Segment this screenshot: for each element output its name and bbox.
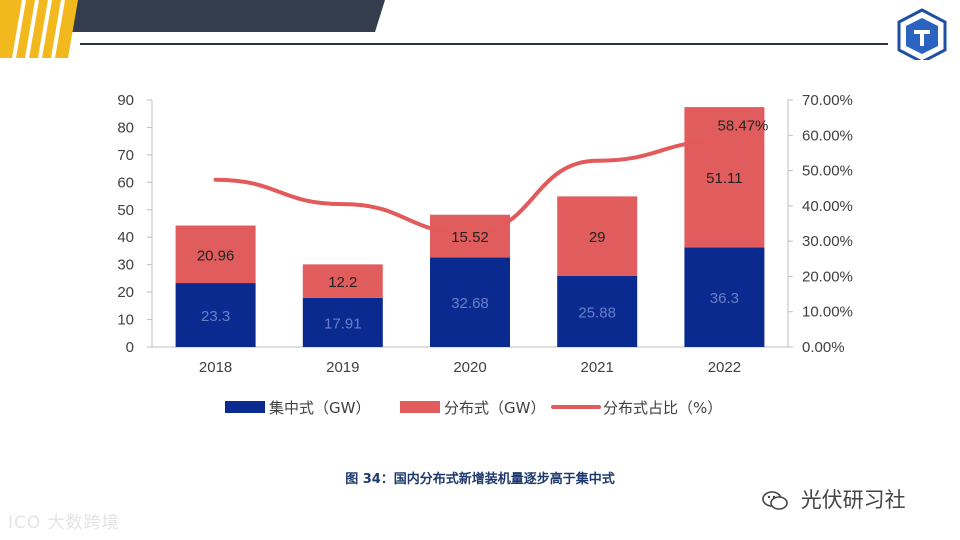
data-label-distributed: 12.2 [328,274,357,291]
y2-tick-label: 70.00% [802,92,853,109]
data-label-centralized: 32.68 [451,295,489,312]
bar-centralized [557,275,638,347]
bar-centralized [175,283,256,347]
x-tick-label: 2022 [708,359,741,376]
legend-label: 分布式（GW） [444,399,545,417]
line-series: 23.3 20.96 17.91 12.2 32.68 15.52 25.88 29 36.3 5… [197,118,769,333]
y-tick-label: 10 [117,312,134,329]
chart: 23.3 20.96 17.91 12.2 32.68 15.52 25.88 29 36.3 5… [117,92,853,417]
y2-tick-label: 20.00% [802,268,853,285]
watermark-left: ICO 大数跨境 [8,508,120,533]
y2-tick-label: 10.00% [802,304,853,321]
figure-caption: 图 34：国内分布式新增装机量逐步高于集中式 [345,472,615,487]
y-tick-label: 60 [117,174,134,191]
header-banner [0,0,385,32]
y-tick-label: 0 [126,339,134,356]
bar-centralized [684,247,765,347]
data-label-distributed: 29 [589,229,606,246]
watermark-right: 光伏研习社 [762,484,906,514]
x-tick-label: 2020 [453,359,486,376]
y-tick-label: 50 [117,202,134,219]
y-tick-label: 80 [117,119,134,136]
data-label-centralized: 36.3 [710,290,739,307]
x-axis: 2018 2019 2020 2021 2022 [199,359,741,376]
data-label-centralized: 25.88 [578,304,616,321]
bar-distributed [684,107,765,248]
y-tick-label: 40 [117,229,134,246]
data-label-distributed: 15.52 [451,229,489,246]
y2-tick-label: 0.00% [802,339,845,356]
bar-distributed [175,225,256,284]
bar-distributed [430,214,510,258]
data-label-centralized: 17.91 [324,315,362,332]
wechat-icon [762,491,788,510]
y2-tick-label: 50.00% [802,163,853,180]
watermark-left-icon: ICO [8,513,42,533]
data-label-distributed: 20.96 [197,247,235,264]
right-axis: 0.00% 10.00% 20.00% 30.00% 40.00% 50.00% 60.00… [788,92,853,356]
watermark-right-text: 光伏研习社 [800,488,906,512]
x-tick-label: 2021 [581,359,614,376]
bar-centralized [430,257,510,347]
logo-icon [897,8,947,60]
y-tick-label: 30 [117,257,134,274]
x-tick-label: 2019 [326,359,359,376]
slide-header [0,0,947,60]
y2-tick-label: 30.00% [802,233,853,250]
bar-series [175,107,765,347]
legend-swatch [400,401,440,413]
y-tick-label: 90 [117,92,134,109]
share-line [213,138,727,236]
x-tick-label: 2018 [199,359,232,376]
legend-label: 集中式（GW） [269,399,370,417]
bar-distributed [557,196,638,276]
line-end-annotation: 58.47% [718,118,769,135]
data-label-distributed: 51.11 [706,170,742,187]
left-axis: 0 10 20 30 40 50 60 70 80 90 [117,92,152,356]
header-stripes [12,0,65,59]
legend-swatch [225,401,265,413]
data-label-centralized: 23.3 [201,308,230,325]
legend-label: 分布式占比（%） [603,399,722,417]
y-tick-label: 20 [117,284,134,301]
y-tick-label: 70 [117,147,134,164]
bar-centralized [302,297,383,347]
y2-tick-label: 60.00% [802,127,853,144]
bar-distributed [302,264,383,298]
watermark-left-text: 大数跨境 [47,513,120,533]
legend: 集中式（GW） 分布式（GW） 分布式占比（%） [225,399,722,417]
y2-tick-label: 40.00% [802,198,853,215]
